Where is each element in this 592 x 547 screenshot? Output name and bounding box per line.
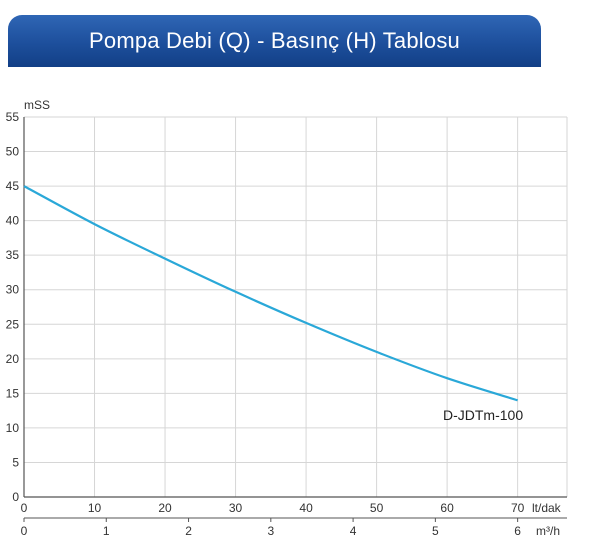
x-tick-label: 60	[440, 501, 454, 515]
x-tick-label: 70	[511, 501, 525, 515]
x2-tick-labels: 0 1 2 3 4 5 6	[21, 524, 522, 538]
y-tick-label: 50	[6, 145, 20, 159]
y-tick-label: 40	[6, 214, 20, 228]
y-tick-label: 35	[6, 248, 20, 262]
x2-tick-label: 0	[21, 524, 28, 538]
x-tick-labels: 0 10 20 30 40 50 60 70	[21, 501, 525, 515]
x-axis-label: lt/dak	[532, 501, 562, 515]
grid	[23, 116, 568, 498]
y-tick-labels: 0 5 10 15 20 25 30 35 40 45 50 55	[6, 110, 20, 504]
y-tick-label: 30	[6, 283, 20, 297]
y-tick-label: 25	[6, 317, 20, 331]
y-tick-label: 15	[6, 386, 20, 400]
x2-tick-label: 4	[350, 524, 357, 538]
x-tick-label: 20	[158, 501, 172, 515]
y-tick-label: 5	[12, 455, 19, 469]
x2-tick-label: 2	[185, 524, 192, 538]
x2-tick-label: 5	[432, 524, 439, 538]
y-tick-label: 55	[6, 110, 20, 124]
x-tick-label: 40	[299, 501, 313, 515]
x2-axis-label: m³/h	[536, 524, 560, 538]
chart-title: Pompa Debi (Q) - Basınç (H) Tablosu	[89, 28, 460, 53]
x-tick-label: 50	[370, 501, 384, 515]
x2-tick-label: 3	[267, 524, 274, 538]
axes	[23, 117, 567, 522]
series-line	[23, 185, 518, 402]
y-tick-label: 20	[6, 352, 20, 366]
y-tick-label: 10	[6, 421, 20, 435]
x-tick-label: 30	[229, 501, 243, 515]
title-banner: Pompa Debi (Q) - Basınç (H) Tablosu	[8, 15, 541, 67]
x-tick-label: 10	[88, 501, 102, 515]
y-axis-label: mSS	[24, 98, 50, 112]
x2-tick-label: 1	[103, 524, 110, 538]
x2-tick-label: 6	[514, 524, 521, 538]
series-label: D-JDTm-100	[443, 407, 523, 423]
y-tick-label: 45	[6, 179, 20, 193]
y-tick-label: 0	[12, 490, 19, 504]
series	[23, 185, 518, 402]
x-tick-label: 0	[21, 501, 28, 515]
